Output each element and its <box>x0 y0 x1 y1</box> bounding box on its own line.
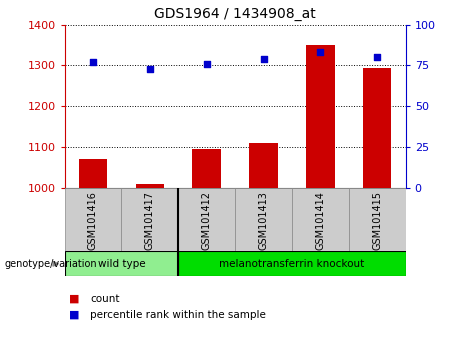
Text: ■: ■ <box>69 310 80 320</box>
Point <box>317 50 324 55</box>
Bar <box>79 159 107 188</box>
Text: GSM101412: GSM101412 <box>201 191 212 250</box>
Text: wild type: wild type <box>98 259 145 269</box>
Text: melanotransferrin knockout: melanotransferrin knockout <box>219 259 365 269</box>
Bar <box>249 143 278 188</box>
FancyBboxPatch shape <box>292 188 349 251</box>
FancyBboxPatch shape <box>65 251 178 276</box>
Bar <box>193 149 221 188</box>
Point <box>373 55 381 60</box>
Point <box>89 59 97 65</box>
Title: GDS1964 / 1434908_at: GDS1964 / 1434908_at <box>154 7 316 21</box>
Point <box>260 56 267 62</box>
FancyBboxPatch shape <box>178 251 406 276</box>
FancyBboxPatch shape <box>349 188 406 251</box>
Point <box>146 66 154 72</box>
Text: GSM101413: GSM101413 <box>259 191 269 250</box>
FancyBboxPatch shape <box>121 188 178 251</box>
Text: GSM101414: GSM101414 <box>315 191 325 250</box>
FancyBboxPatch shape <box>235 188 292 251</box>
Text: GSM101417: GSM101417 <box>145 191 155 250</box>
Bar <box>136 183 164 188</box>
Bar <box>306 45 335 188</box>
FancyBboxPatch shape <box>178 188 235 251</box>
Text: percentile rank within the sample: percentile rank within the sample <box>90 310 266 320</box>
Text: genotype/variation: genotype/variation <box>5 259 97 269</box>
Bar <box>363 68 391 188</box>
Point <box>203 61 210 67</box>
Text: ■: ■ <box>69 294 80 304</box>
Text: GSM101416: GSM101416 <box>88 191 98 250</box>
Text: count: count <box>90 294 119 304</box>
Text: GSM101415: GSM101415 <box>372 191 382 250</box>
FancyBboxPatch shape <box>65 188 121 251</box>
